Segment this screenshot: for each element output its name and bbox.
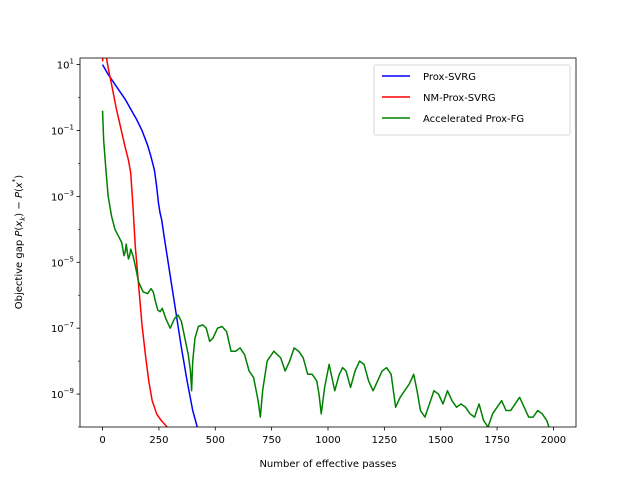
legend-label-nm-prox-svrg: NM-Prox-SVRG	[423, 93, 496, 104]
series-line-prox-svrg	[101, 64, 199, 427]
x-axis: 0 250 500 750 1000 1250 1500 1750 2000	[99, 427, 566, 446]
x-axis-label: Number of effective passes	[259, 459, 396, 470]
series-layer	[101, 58, 550, 427]
y-tick-label: 10−3	[51, 189, 74, 203]
series-line-accelerated-prox-fg	[101, 110, 550, 427]
x-tick-label: 500	[206, 435, 225, 446]
y-axis: 101 10−1 10−3 10−5 10−7 10−9	[51, 58, 80, 428]
legend-box	[373, 64, 571, 136]
legend: Prox-SVRG NM-Prox-SVRG Accelerated Prox-…	[373, 64, 571, 136]
legend-label-prox-svrg: Prox-SVRG	[423, 72, 476, 83]
y-tick-label: 101	[57, 58, 74, 72]
y-axis-label: Objective gap P(xk) − P(x*)	[11, 175, 27, 310]
y-tick-label: 10−5	[51, 255, 74, 269]
y-tick-label: 10−7	[51, 321, 74, 335]
x-tick-label: 2000	[541, 435, 566, 446]
x-tick-label: 0	[99, 435, 105, 446]
y-tick-label: 10−1	[51, 123, 74, 137]
x-tick-label: 750	[262, 435, 281, 446]
x-tick-label: 1750	[484, 435, 509, 446]
series-line-nm-prox-svrg	[101, 58, 169, 427]
x-tick-label: 1000	[315, 435, 340, 446]
x-tick-label: 1250	[372, 435, 397, 446]
x-tick-label: 1500	[428, 435, 453, 446]
x-tick-label: 250	[149, 435, 168, 446]
legend-label-accelerated-prox-fg: Accelerated Prox-FG	[423, 114, 524, 125]
y-tick-label: 10−9	[51, 387, 74, 401]
